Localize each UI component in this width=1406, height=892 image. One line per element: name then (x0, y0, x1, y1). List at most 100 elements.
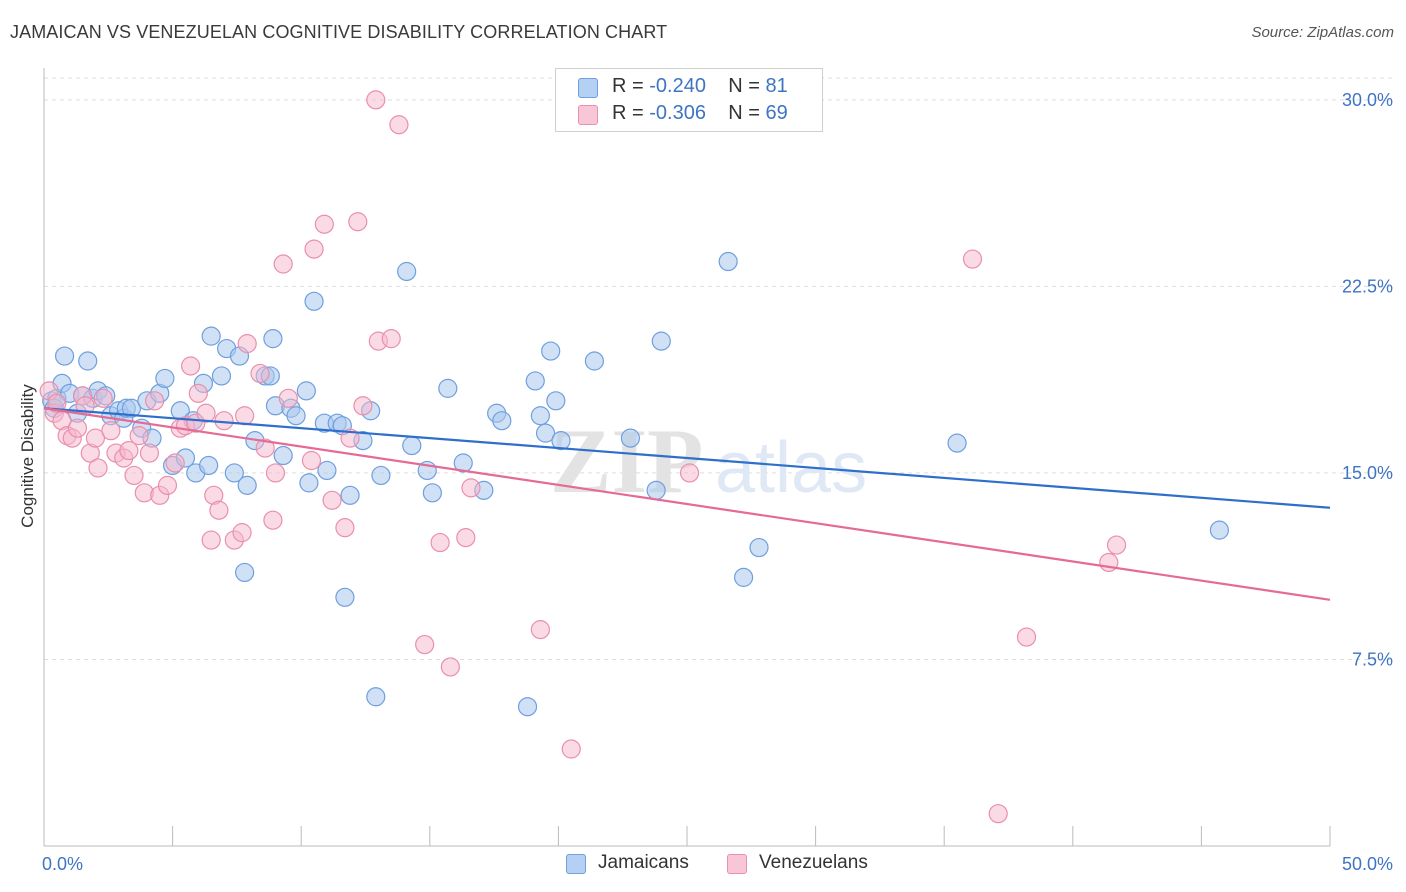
legend-label-jamaicans: Jamaicans (598, 852, 689, 873)
jamaican-point (296, 381, 316, 401)
jamaican-point (335, 587, 355, 607)
jamaican-point (584, 351, 605, 371)
venezuelan-point (119, 440, 139, 461)
venezuelan-point (389, 115, 409, 135)
venezuelan-point (237, 334, 257, 354)
jamaican-point (199, 455, 219, 476)
venezuelan-point (209, 500, 229, 520)
y-tick-label: 30.0% (1342, 90, 1393, 110)
venezuelan-point (181, 356, 201, 376)
jamaican-point (651, 331, 671, 351)
venezuelan-point (322, 490, 342, 510)
source-label: Source: ZipAtlas.com (1251, 24, 1394, 41)
jamaican-point (646, 480, 666, 500)
venezuelan-point (304, 239, 324, 259)
venezuelan-point (263, 510, 283, 530)
y-tick-label: 7.5% (1352, 649, 1393, 669)
jamaican-point (273, 445, 293, 466)
venezuelan-point (255, 438, 275, 458)
jamaicans-trend-line (43, 407, 1331, 509)
venezuelans-points (39, 90, 1127, 824)
chart-title: JAMAICAN VS VENEZUELAN COGNITIVE DISABIL… (10, 22, 668, 42)
venezuelan-point (232, 523, 252, 543)
venezuelan-point (366, 90, 386, 110)
jamaican-point (366, 687, 386, 707)
tick-labels: 7.5% 15.0% 22.5% 30.0% 0.0% 50.0% (42, 90, 1393, 874)
venezuelan-point (353, 396, 373, 416)
jamaican-point (453, 453, 473, 473)
venezuelan-point (144, 391, 165, 411)
venezuelans-trend-line (43, 407, 1331, 601)
jamaican-point (422, 483, 442, 503)
venezuelan-point (101, 421, 121, 441)
venezuelan-point (301, 450, 322, 471)
watermark: ZIP atlas (550, 410, 867, 512)
axes (43, 68, 1331, 847)
venezuelan-point (157, 475, 178, 495)
venezuelan-point (265, 463, 286, 483)
venezuelan-point (348, 212, 368, 232)
jamaican-point (237, 475, 257, 495)
legend-r-label: R = (612, 102, 650, 124)
jamaican-point (121, 398, 142, 418)
venezuelan-point (85, 428, 106, 448)
jamaican-point (211, 366, 232, 386)
venezuelan-point (461, 478, 481, 498)
legend-swatch-pink (578, 105, 598, 125)
jamaican-point (947, 433, 967, 453)
jamaican-point (517, 697, 538, 717)
jamaican-point (541, 341, 561, 361)
venezuelan-point (165, 453, 185, 473)
venezuelan-point (188, 383, 208, 403)
venezuelan-point (1016, 627, 1037, 647)
jamaican-point (263, 329, 283, 349)
y-tick-label: 22.5% (1342, 276, 1393, 296)
venezuelan-point (988, 804, 1008, 824)
x-tick-label: 50.0% (1342, 854, 1393, 874)
venezuelan-point (67, 418, 88, 438)
venezuelan-point (456, 527, 476, 548)
jamaican-point (54, 346, 75, 366)
legend-swatch-pink (727, 854, 747, 874)
jamaican-point (155, 368, 175, 389)
legend-r-label: R = (612, 75, 650, 97)
jamaican-point (201, 326, 221, 346)
venezuelan-point (88, 458, 108, 478)
venezuelan-point (530, 620, 550, 640)
legend-r-value: -0.306 (649, 102, 706, 124)
jamaican-point (718, 251, 738, 272)
jamaican-point (397, 261, 417, 282)
trend-lines (43, 407, 1331, 601)
jamaican-point (340, 485, 360, 505)
jamaican-point (546, 391, 566, 411)
venezuelan-point (561, 739, 581, 759)
venezuelan-point (139, 443, 160, 463)
jamaican-point (235, 562, 255, 583)
venezuelan-point (679, 463, 700, 483)
venezuelan-point (335, 518, 355, 538)
y-axis-label: Cognitive Disability (18, 384, 37, 528)
venezuelan-point (235, 406, 255, 426)
jamaican-point (551, 431, 571, 451)
jamaican-point (438, 378, 458, 398)
venezuelan-point (1106, 535, 1127, 555)
x-tick-label: 0.0% (42, 854, 83, 874)
legend-label-venezuelans: Venezuelans (759, 852, 868, 873)
jamaican-point (317, 460, 337, 481)
jamaican-point (402, 435, 422, 456)
venezuelan-point (201, 530, 221, 550)
jamaican-point (286, 406, 306, 426)
legend-n-label: N = (728, 75, 766, 97)
venezuelan-point (250, 363, 270, 384)
watermark-atlas: atlas (715, 428, 867, 508)
venezuelan-point (440, 657, 460, 677)
jamaican-point (299, 473, 319, 493)
watermark-zip: ZIP (550, 410, 703, 512)
legend-swatch-blue (578, 78, 598, 98)
venezuelan-point (381, 329, 401, 349)
venezuelan-point (196, 403, 216, 423)
venezuelan-point (314, 214, 334, 234)
jamaican-point (525, 371, 545, 391)
venezuelan-point (340, 428, 360, 448)
